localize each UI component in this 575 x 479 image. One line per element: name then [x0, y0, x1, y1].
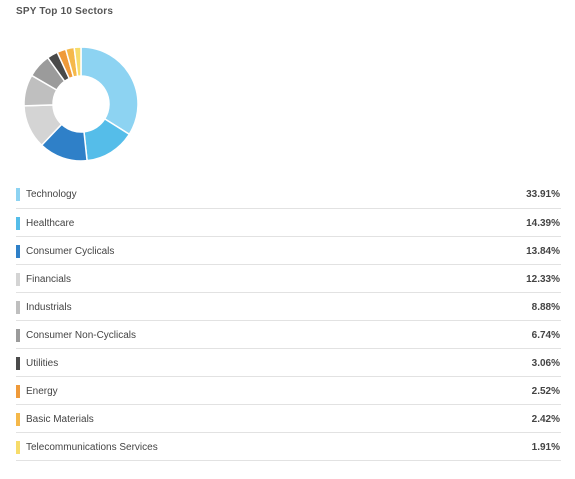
- legend-swatch: [16, 217, 20, 230]
- legend-row: Consumer Non-Cyclicals 6.74%: [16, 321, 561, 349]
- legend-swatch: [16, 245, 20, 258]
- legend-row: Industrials 8.88%: [16, 293, 561, 321]
- widget-title: SPY Top 10 Sectors: [16, 6, 114, 17]
- legend-label: Consumer Non-Cyclicals: [26, 330, 137, 341]
- legend-label: Financials: [26, 274, 72, 285]
- donut-slice-technology: [80, 46, 139, 136]
- legend-value: 12.33%: [526, 274, 560, 285]
- legend-value: 8.88%: [531, 302, 560, 313]
- donut-svg: [23, 46, 139, 162]
- legend-value: 6.74%: [531, 330, 560, 341]
- legend-label: Basic Materials: [26, 414, 94, 425]
- legend-swatch: [16, 301, 20, 314]
- sector-legend: Technology 33.91% Healthcare 14.39% Cons…: [16, 180, 561, 461]
- legend-label: Utilities: [26, 358, 59, 369]
- legend-value: 2.42%: [531, 414, 560, 425]
- legend-value: 1.91%: [531, 442, 560, 453]
- legend-row: Energy 2.52%: [16, 377, 561, 405]
- legend-label: Healthcare: [26, 218, 75, 229]
- legend-row: Basic Materials 2.42%: [16, 405, 561, 433]
- legend-label: Energy: [26, 386, 58, 397]
- legend-swatch: [16, 273, 20, 286]
- legend-swatch: [16, 357, 20, 370]
- legend-swatch: [16, 413, 20, 426]
- donut-slice-telecommunications-services: [73, 46, 82, 78]
- legend-label: Telecommunications Services: [26, 442, 158, 453]
- legend-row: Utilities 3.06%: [16, 349, 561, 377]
- legend-label: Consumer Cyclicals: [26, 246, 115, 257]
- legend-swatch: [16, 385, 20, 398]
- legend-swatch: [16, 441, 20, 454]
- legend-value: 33.91%: [526, 189, 560, 200]
- legend-row: Technology 33.91%: [16, 180, 561, 209]
- legend-label: Technology: [26, 189, 77, 200]
- legend-row: Telecommunications Services 1.91%: [16, 433, 561, 461]
- legend-row: Financials 12.33%: [16, 265, 561, 293]
- legend-swatch: [16, 329, 20, 342]
- legend-value: 14.39%: [526, 218, 560, 229]
- legend-swatch: [16, 188, 20, 201]
- legend-row: Healthcare 14.39%: [16, 209, 561, 237]
- legend-value: 3.06%: [531, 358, 560, 369]
- legend-value: 13.84%: [526, 246, 560, 257]
- legend-value: 2.52%: [531, 386, 560, 397]
- legend-label: Industrials: [26, 302, 72, 313]
- legend-row: Consumer Cyclicals 13.84%: [16, 237, 561, 265]
- sector-donut-chart: [22, 45, 140, 163]
